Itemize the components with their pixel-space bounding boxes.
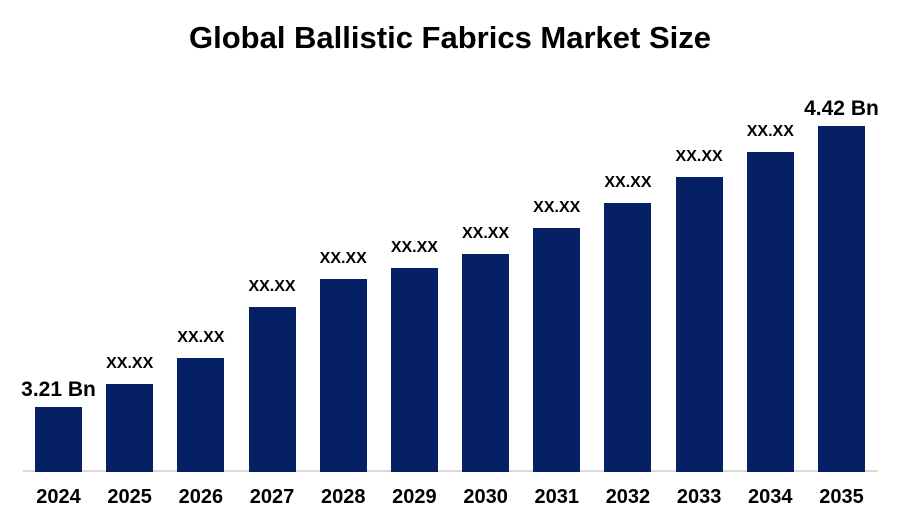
value-label-2029: XX.XX — [390, 239, 438, 256]
x-tick-2027: 2027 — [249, 486, 295, 508]
bar-2026 — [177, 358, 225, 472]
x-tick-2031: 2031 — [534, 486, 580, 508]
value-label-2024: 3.21 Bn — [21, 378, 96, 401]
x-axis-line — [23, 470, 878, 472]
x-tick-2034: 2034 — [748, 486, 793, 508]
value-label-2030: XX.XX — [462, 225, 510, 242]
x-tick-2028: 2028 — [320, 486, 366, 508]
bar-2033 — [675, 177, 723, 472]
bar-2025 — [106, 384, 154, 472]
value-label-2025: XX.XX — [106, 355, 154, 372]
value-label-2035: 4.42 Bn — [804, 97, 879, 120]
x-tick-2025: 2025 — [107, 486, 152, 508]
x-tick-2024: 2024 — [36, 486, 81, 508]
value-label-2026: XX.XX — [177, 329, 225, 346]
bar-2027 — [248, 307, 296, 472]
value-label-2027: XX.XX — [248, 278, 296, 295]
x-tick-2032: 2032 — [605, 486, 651, 508]
chart-title: Global Ballistic Fabrics Market Size — [188, 20, 712, 55]
bar-2035 — [817, 126, 865, 472]
x-tick-2033: 2033 — [676, 486, 722, 508]
x-tick-2029: 2029 — [392, 486, 437, 508]
bar-2034 — [746, 152, 794, 472]
x-tick-2030: 2030 — [463, 486, 508, 508]
value-label-2032: XX.XX — [604, 174, 652, 191]
bar-2032 — [604, 203, 652, 472]
x-tick-2035: 2035 — [819, 486, 864, 508]
bar-2024 — [35, 407, 82, 472]
bar-2030 — [462, 254, 510, 472]
value-label-2028: XX.XX — [319, 250, 367, 267]
value-label-2031: XX.XX — [533, 199, 581, 216]
x-tick-2026: 2026 — [178, 486, 224, 508]
bar-2029 — [390, 268, 438, 472]
value-label-2034: XX.XX — [746, 123, 794, 140]
value-label-2033: XX.XX — [675, 148, 723, 165]
bar-2028 — [319, 279, 367, 472]
bar-2031 — [533, 228, 581, 472]
